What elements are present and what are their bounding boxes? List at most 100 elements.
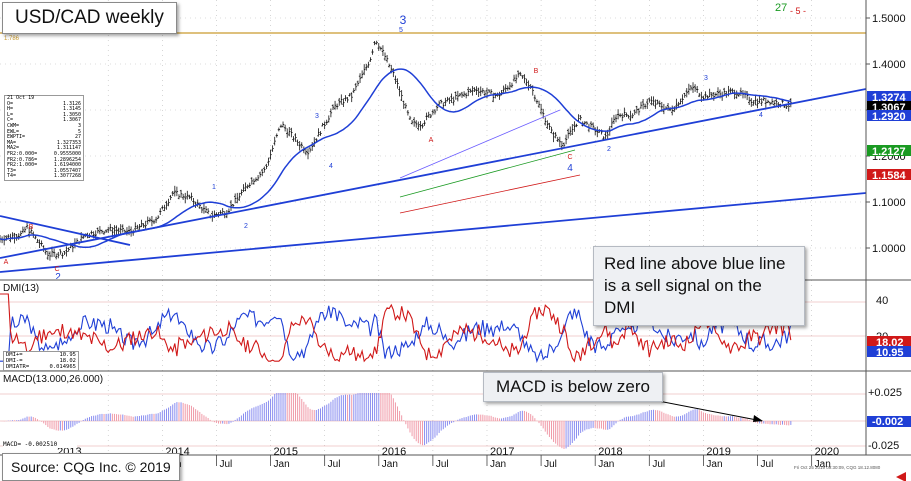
x-tick-label: Jan xyxy=(706,459,722,470)
x-tick-label: 2015 xyxy=(274,446,298,458)
wave-label: 4 xyxy=(759,112,763,119)
macd-panel xyxy=(0,393,866,449)
wave-label: 2 xyxy=(244,223,248,230)
x-tick-label: Jan xyxy=(490,459,506,470)
dmi-legend-row: DMI+= 10.95 xyxy=(6,352,76,358)
y-tick-label: 1.1000 xyxy=(872,197,906,209)
ohlc-row: H= 1.3145 xyxy=(7,106,81,113)
wave-label: 4 xyxy=(329,163,333,170)
ohlc-row: FR2:1.000= 1.6194000 xyxy=(7,162,81,169)
ohlc-row: C= 1.3067 xyxy=(7,117,81,124)
trendline-main xyxy=(0,88,866,259)
macd-legend: MACD= -0.002510 xyxy=(3,441,77,448)
macd-tag-label: -0.002 xyxy=(872,416,903,428)
y-tick-label: 1.0000 xyxy=(872,243,906,255)
wave-label: A xyxy=(429,137,434,144)
dmi-tag xyxy=(867,346,911,357)
moving-average-line xyxy=(0,68,791,249)
macd-note: MACD is below zero xyxy=(483,372,663,402)
price-tag-label: 1.2127 xyxy=(872,146,906,158)
dmi-legend-row: DMI-= 18.02 xyxy=(6,358,76,364)
ohlc-row: MA= 1.327353 xyxy=(7,139,81,146)
macd-label: MACD(13.000,26.000) xyxy=(3,374,103,385)
dmi-tag xyxy=(867,336,911,347)
chart-title: USD/CAD weekly xyxy=(2,2,177,34)
price-tag xyxy=(867,169,911,180)
x-tick-label: Jan xyxy=(382,459,398,470)
ohlc-row: T3= 1.0557407 xyxy=(7,167,81,174)
x-tick-label: Jul xyxy=(436,459,449,470)
x-tick-label: Jul xyxy=(761,459,774,470)
ohlc-info-box: 21 Oct 19 O= 1.3126 H= 1.3145 L= 1.3050 C= 1.30… xyxy=(4,95,84,181)
x-tick-label: Jan xyxy=(815,459,831,470)
wave-label: B xyxy=(534,68,539,75)
trendline-early xyxy=(0,215,131,246)
x-tick-label: 2018 xyxy=(598,446,622,458)
x-tick-label: 2020 xyxy=(815,446,839,458)
x-tick-label: Jul xyxy=(544,459,557,470)
ohlc-date: 21 Oct 19 xyxy=(7,95,35,101)
ohlc-row: T4= 1.3077268 xyxy=(7,173,81,180)
wave-label: A xyxy=(4,259,9,266)
channel-line-blue xyxy=(399,109,561,179)
wave-label: 4 xyxy=(567,163,573,174)
wave-count-label: 27 xyxy=(775,2,787,14)
wave-label: 5 xyxy=(399,27,403,34)
chart-grid xyxy=(0,0,866,455)
axes xyxy=(0,0,911,466)
channel-line-red xyxy=(399,174,581,214)
x-tick-label: Jul xyxy=(219,459,232,470)
dmi-legend: DMI+= 10.95 DMI-= 18.02 DMIATR= 0.014965 xyxy=(3,351,79,371)
price-tag xyxy=(867,110,911,121)
wave-label: 3 xyxy=(704,75,708,82)
dmi-tick-label: 40 xyxy=(876,295,888,307)
x-tick-label: 2017 xyxy=(490,446,514,458)
source-label: Source: CQG Inc. © 2019 xyxy=(2,453,180,481)
dmi-legend-row: DMIATR= 0.014965 xyxy=(6,364,76,370)
price-tag xyxy=(867,91,911,102)
dmi-label: DMI(13) xyxy=(3,283,39,294)
price-tag-label: 1.1584 xyxy=(872,170,907,182)
ohlc-row: L= 1.3050 xyxy=(7,111,81,118)
ohlc-row: EWPTI= 27 xyxy=(7,134,81,141)
wave-count-suffix: - 5 - xyxy=(790,6,806,16)
fib-level-label: 1.786 xyxy=(4,36,20,42)
x-tick-label: Jul xyxy=(328,459,341,470)
wave-label: 1 xyxy=(212,184,216,191)
ohlc-row: FR2:0.786= 1.2896254 xyxy=(7,156,81,163)
wave-label: 3 xyxy=(400,13,407,27)
ohlc-row: EWL= 5 xyxy=(7,128,81,135)
wave-label: 2 xyxy=(55,272,61,283)
wave-label: C xyxy=(567,154,572,161)
trendline-lower xyxy=(0,192,866,273)
wave-label: B xyxy=(29,224,34,231)
wave-label: 3 xyxy=(315,113,319,120)
x-tick-label: Jan xyxy=(598,459,614,470)
price-tag-label: 1.2920 xyxy=(872,111,906,123)
dmi-minus-line xyxy=(0,293,792,363)
channel-line-green xyxy=(399,149,576,198)
y-tick-label: 1.5000 xyxy=(872,13,906,25)
macd-tick-label: -0.025 xyxy=(868,440,899,452)
wave-label: 2 xyxy=(607,146,611,153)
scroll-arrow-icon[interactable] xyxy=(896,472,906,481)
macd-tick-label: +0.025 xyxy=(868,387,902,399)
x-tick-label: 2016 xyxy=(382,446,406,458)
ohlc-row: MA2= 1.311147 xyxy=(7,145,81,152)
axis-labels: 1.50001.40001.30001.20001.10001.00002013… xyxy=(3,2,911,471)
wave-label: C xyxy=(54,266,59,273)
x-tick-label: Jul xyxy=(652,459,665,470)
price-tag xyxy=(867,101,911,112)
macd-tag xyxy=(867,416,911,427)
dmi-panel xyxy=(0,293,866,364)
x-tick-label: 2019 xyxy=(706,446,730,458)
dmi-note: Red line above blue line is a sell signa… xyxy=(593,246,805,326)
y-tick-label: 1.4000 xyxy=(872,59,906,71)
ohlc-row: CWM= 3 xyxy=(7,122,81,129)
timestamp-label: Fri Oct 25 2019 09:30:09, CQG 18.12.8080 xyxy=(794,465,881,470)
price-tag xyxy=(867,145,911,156)
ohlc-row: O= 1.3126 xyxy=(7,100,81,107)
x-tick-label: Jan xyxy=(274,459,290,470)
